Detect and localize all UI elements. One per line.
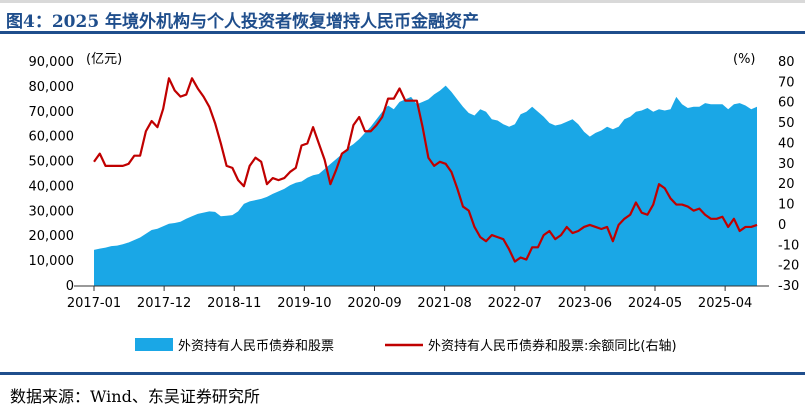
area-series-layer (94, 85, 757, 286)
x-axis-tick-label: 2018-11 (207, 296, 261, 311)
right-axis-tick-label: -10 (778, 238, 799, 253)
right-axis-tick-label: -30 (778, 279, 799, 294)
x-axis-tick-label: 2017-12 (137, 296, 191, 311)
right-axis-tick-label: 10 (778, 198, 795, 213)
x-axis-tick-label: 2024-05 (628, 296, 682, 311)
figure-title: 图4：2025 年境外机构与个人投资者恢复增持人民币金融资产 (6, 12, 480, 32)
source-note: 数据来源：Wind、东吴证券研究所 (10, 387, 260, 406)
x-axis-tick-label: 2020-09 (347, 296, 401, 311)
chart-legend: 外资持有人民币债券和股票 外资持有人民币债券和股票:余额同比(右轴) (135, 338, 677, 354)
left-axis-tick-label: 40,000 (29, 179, 75, 194)
left-axis-tick-label: 80,000 (29, 80, 75, 95)
left-axis-unit: (亿元) (86, 52, 122, 67)
right-axis-tick-label: -20 (778, 259, 799, 274)
right-axis-tick-label: 40 (778, 137, 795, 152)
right-axis-tick-label: 60 (778, 96, 795, 111)
left-axis-tick-label: 10,000 (29, 254, 75, 269)
left-axis-tick-label: 90,000 (29, 55, 75, 70)
right-axis-unit: (%) (733, 52, 756, 67)
axes-layer: 0 10,000 20,000 30,000 40,000 50,000 60,000 70,… (29, 55, 800, 311)
x-axis-tick-label: 2022-07 (488, 296, 542, 311)
legend-label-area: 外资持有人民币债券和股票 (178, 338, 334, 354)
x-axis-tick-label: 2023-06 (558, 296, 612, 311)
left-axis-tick-label: 70,000 (29, 105, 75, 120)
left-axis-tick-label: 20,000 (29, 229, 75, 244)
x-axis-tick-label: 2019-10 (277, 296, 331, 311)
right-axis-tick-label: 20 (778, 177, 795, 192)
right-axis-tick-label: 50 (778, 116, 795, 131)
right-axis-tick-label: 80 (778, 55, 795, 70)
line-series-layer (93, 77, 758, 263)
right-axis-tick-label: 0 (778, 218, 786, 233)
legend-label-line: 外资持有人民币债券和股票:余额同比(右轴) (428, 338, 677, 354)
right-axis-tick-label: 30 (778, 157, 795, 172)
left-axis-tick-label: 60,000 (29, 130, 75, 145)
yoy-line-path (93, 77, 758, 263)
x-axis-tick-label: 2017-01 (67, 296, 121, 311)
area-series-path (94, 85, 757, 286)
x-axis-tick-label: 2025-04 (698, 296, 752, 311)
legend-swatch-area (135, 338, 173, 351)
left-axis-tick-label: 50,000 (29, 155, 75, 170)
x-axis-tick-label: 2021-08 (417, 296, 471, 311)
figure-title-bar: 图4：2025 年境外机构与个人投资者恢复增持人民币金融资产 (0, 0, 805, 34)
source-bar: 数据来源：Wind、东吴证券研究所 (0, 372, 805, 412)
right-axis-tick-label: 70 (778, 75, 795, 90)
left-axis-tick-label: 0 (66, 279, 74, 294)
left-axis-tick-label: 30,000 (29, 204, 75, 219)
dual-axis-chart: (亿元) (%) 0 10,000 20,000 30,000 40,000 50,000… (29, 52, 800, 354)
chart-area: (亿元) (%) 0 10,000 20,000 30,000 40,000 50,000… (0, 40, 805, 370)
